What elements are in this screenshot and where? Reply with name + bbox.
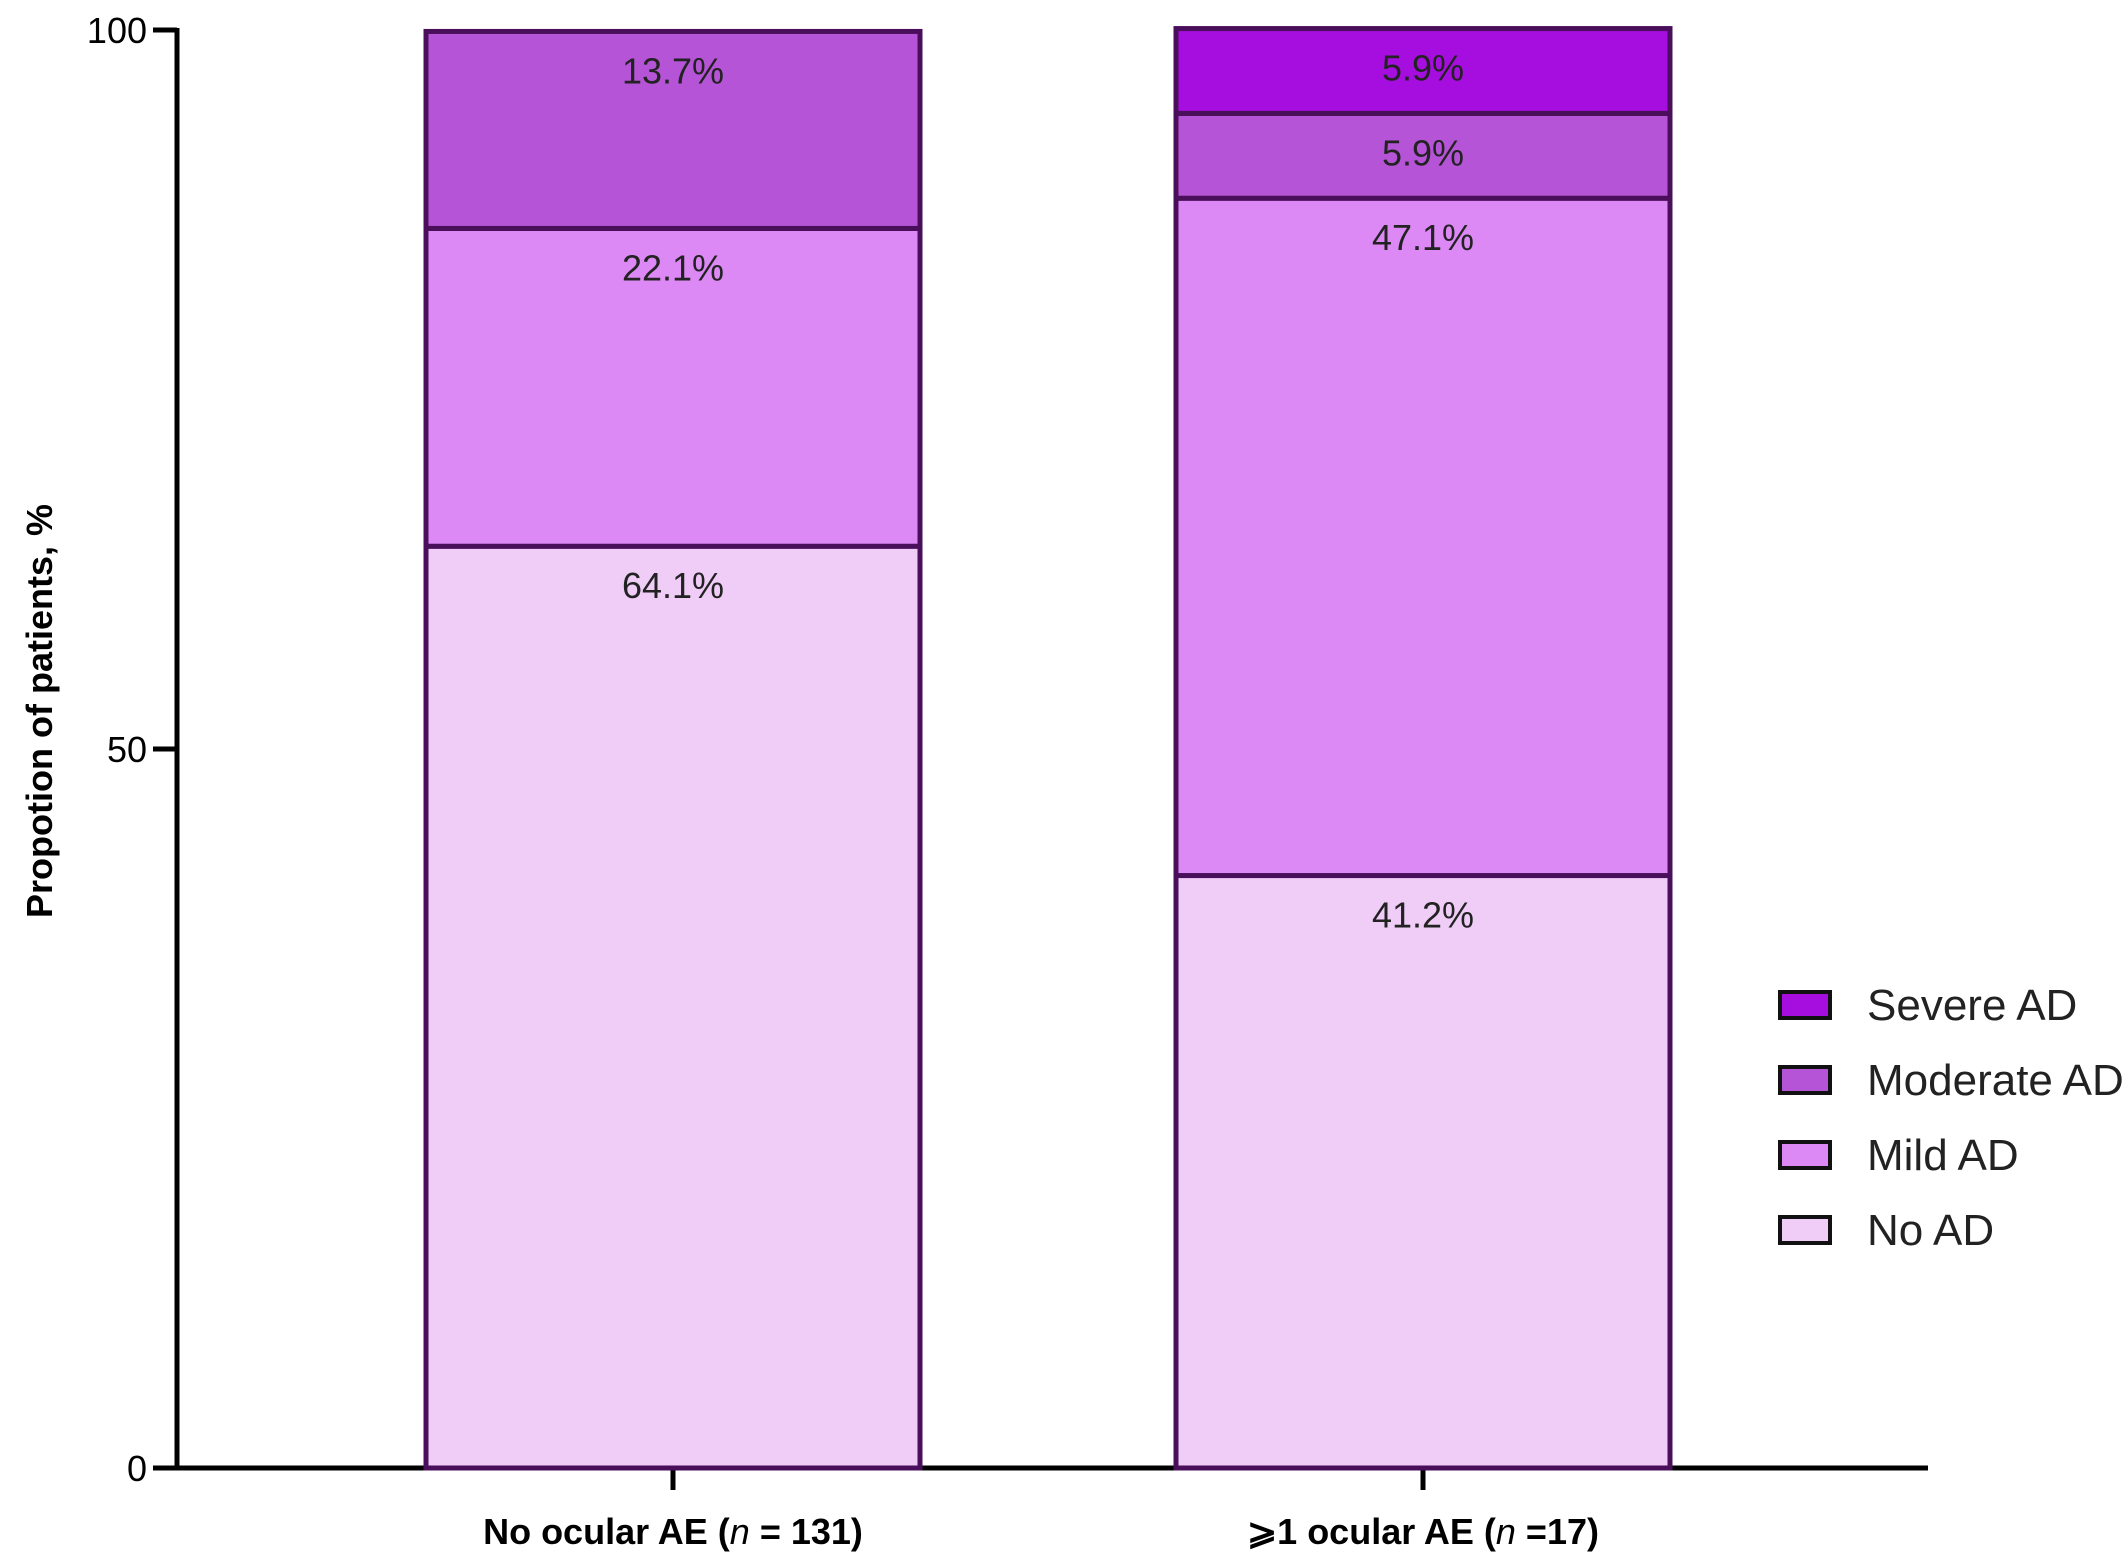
- bar-segment: [1173, 110, 1673, 201]
- bar-segment: [1173, 873, 1673, 1471]
- bar-segment: [423, 543, 923, 1471]
- x-category-label: No ocular AE (n = 131): [483, 1511, 863, 1552]
- bar-segment: [423, 225, 923, 549]
- data-label: 5.9%: [1382, 132, 1464, 173]
- data-label: 64.1%: [622, 565, 724, 606]
- legend-swatch: [1778, 1215, 1832, 1245]
- data-label: 47.1%: [1372, 217, 1474, 258]
- x-category-label: ⩾1 ocular AE (n =17): [1247, 1511, 1599, 1552]
- bar-segment: [1173, 26, 1673, 116]
- legend-swatch: [1778, 1065, 1832, 1095]
- data-label: 13.7%: [622, 50, 724, 91]
- data-label: 41.2%: [1372, 895, 1474, 936]
- y-tick-label: 50: [107, 729, 147, 770]
- legend-swatch: [1778, 990, 1832, 1020]
- bar-segment: [1173, 195, 1673, 879]
- legend-label: Moderate AD: [1867, 1056, 2124, 1105]
- y-tick-label: 100: [87, 10, 147, 51]
- y-axis-label: Propotion of patients, %: [19, 504, 60, 918]
- bar-segment: [423, 28, 923, 231]
- legend-label: No AD: [1867, 1206, 1994, 1255]
- legend-label: Mild AD: [1867, 1131, 2019, 1180]
- bars: 64.1% 22.1% 13.7% 41.2% 47.1% 5.9% 5.9%: [423, 26, 1673, 1471]
- legend: Severe AD Moderate AD Mild AD No AD: [1778, 981, 2124, 1255]
- data-label: 5.9%: [1382, 48, 1464, 89]
- legend-swatch: [1778, 1140, 1832, 1170]
- y-tick-label: 0: [127, 1448, 147, 1489]
- legend-label: Severe AD: [1867, 981, 2077, 1030]
- data-label: 22.1%: [622, 247, 724, 288]
